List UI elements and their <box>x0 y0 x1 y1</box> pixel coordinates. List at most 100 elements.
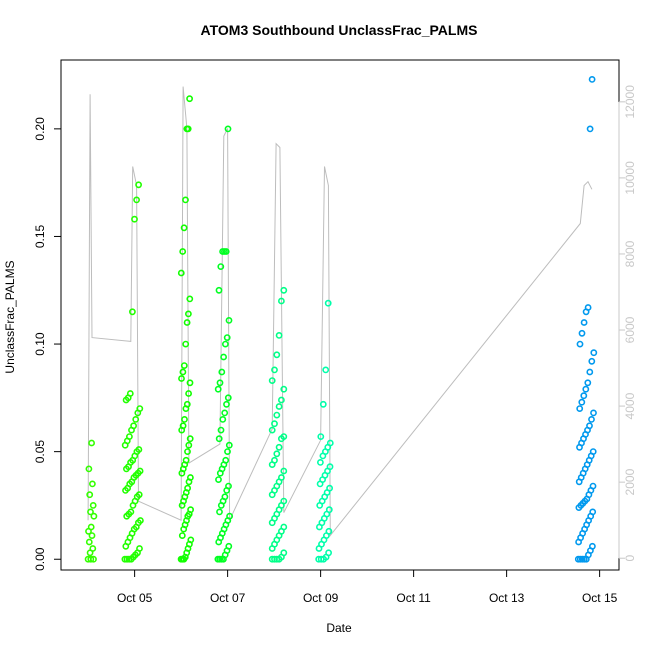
y-axis-label: UnclassFrac_PALMS <box>3 260 17 373</box>
data-point <box>280 286 288 294</box>
y2-tick-label: 0 <box>623 555 637 562</box>
data-point <box>225 316 233 324</box>
data-point <box>275 331 283 339</box>
data-point <box>580 319 588 326</box>
data-point <box>185 441 193 449</box>
data-point <box>133 196 140 204</box>
data-point <box>225 441 233 449</box>
data-point <box>590 409 597 417</box>
y2-tick-label: 8000 <box>623 240 637 267</box>
y2-tick-label: 4000 <box>623 392 637 419</box>
y2-tick-label: 6000 <box>623 316 637 343</box>
plot-frame <box>60 59 620 571</box>
data-point <box>220 353 227 361</box>
data-point <box>316 458 324 466</box>
y2-tick-label: 12000 <box>623 85 637 119</box>
data-point <box>136 405 144 412</box>
data-point <box>182 456 190 464</box>
data-point <box>277 396 285 404</box>
data-point <box>130 422 137 430</box>
data-point <box>184 448 191 455</box>
data-point <box>187 536 195 544</box>
data-point <box>222 248 230 255</box>
data-point <box>586 125 594 133</box>
data-point <box>216 379 224 387</box>
data-point <box>586 368 594 376</box>
x-tick-label: Oct 15 <box>582 591 618 605</box>
data-point <box>128 308 136 316</box>
data-point <box>180 224 188 232</box>
x-tick-label: Oct 07 <box>210 591 246 605</box>
data-point <box>324 299 332 307</box>
data-point <box>224 394 232 402</box>
data-point <box>280 497 288 505</box>
data-point <box>225 482 232 490</box>
data-point <box>590 349 598 357</box>
data-point <box>322 366 330 374</box>
data-point <box>325 527 333 535</box>
data-point <box>187 506 194 514</box>
data-point <box>280 523 288 531</box>
y-tick-label: 0.15 <box>33 224 47 248</box>
data-point <box>183 319 191 326</box>
data-point <box>135 181 142 189</box>
data-point <box>136 517 144 524</box>
data-point <box>219 415 227 423</box>
data-point <box>268 426 276 434</box>
data-point <box>182 340 190 348</box>
data-point <box>280 549 288 557</box>
data-point <box>224 448 231 455</box>
data-point <box>326 484 333 492</box>
data-point <box>135 491 143 499</box>
chart-title: ATOM3 Southbound UnclassFrac_PALMS <box>201 22 478 38</box>
data-point <box>319 400 327 408</box>
data-point <box>273 450 281 458</box>
points-layer <box>84 76 598 563</box>
altitude-layer <box>87 86 593 537</box>
data-point <box>132 415 140 423</box>
y-tick-label: 0.10 <box>33 332 47 356</box>
data-point <box>89 545 97 552</box>
data-point <box>85 465 93 473</box>
data-point <box>215 435 223 443</box>
data-point <box>578 398 586 406</box>
data-point <box>218 368 226 376</box>
data-point <box>214 385 222 393</box>
data-point <box>85 538 93 546</box>
data-point <box>178 532 186 539</box>
data-point <box>180 362 188 369</box>
data-point <box>589 448 597 455</box>
data-point <box>584 379 592 387</box>
data-point <box>271 420 278 428</box>
data-point <box>588 415 595 423</box>
x-axis-label: Date <box>326 621 352 635</box>
data-point <box>586 422 593 430</box>
data-point <box>88 532 96 539</box>
data-point <box>326 463 334 471</box>
x-tick-label: Oct 11 <box>396 591 431 605</box>
data-point <box>215 476 222 483</box>
data-point <box>588 76 596 83</box>
data-point <box>184 484 191 492</box>
data-point <box>186 295 194 303</box>
data-point <box>182 196 189 204</box>
data-point <box>136 467 144 475</box>
data-point <box>589 542 596 550</box>
data-point <box>184 125 192 133</box>
data-point <box>582 385 590 393</box>
x-tick-label: Oct 05 <box>117 591 153 605</box>
data-point <box>216 508 223 516</box>
data-point <box>127 508 135 516</box>
data-point <box>223 334 231 341</box>
data-point <box>131 215 138 223</box>
data-point <box>224 125 232 133</box>
data-point <box>325 549 332 557</box>
data-point <box>280 467 288 475</box>
data-point <box>179 368 187 376</box>
data-point <box>576 340 584 348</box>
data-point <box>88 439 95 447</box>
data-point <box>268 377 276 384</box>
data-point <box>179 422 187 430</box>
data-point <box>225 542 233 550</box>
